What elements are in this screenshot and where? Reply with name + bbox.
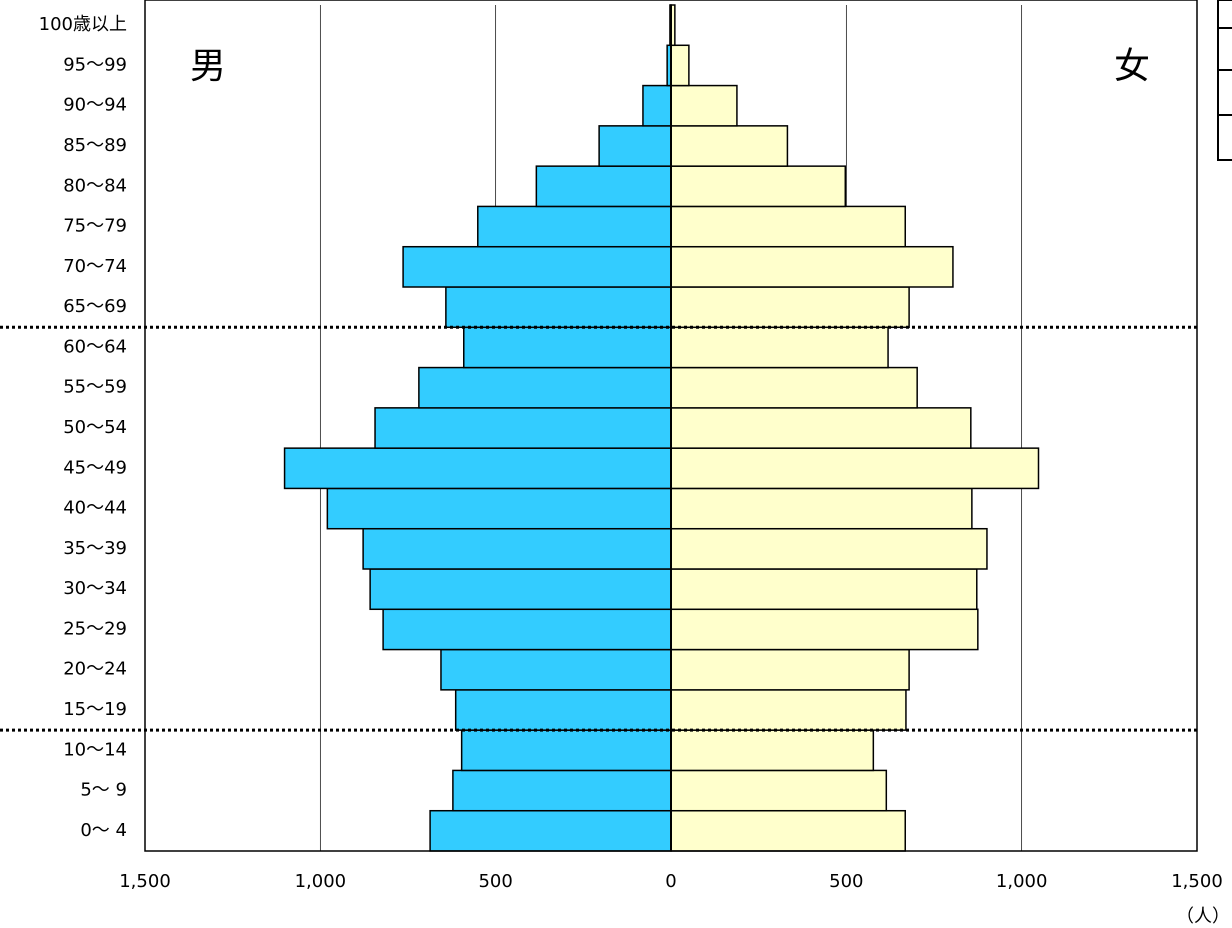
bar [463,326,672,369]
y-tick-label: 45〜49 [63,457,127,478]
y-tick-label: 5〜 9 [80,780,127,801]
x-tick-label: 1,000 [295,871,347,892]
plot-frame [144,0,1198,852]
y-tick-label: 35〜39 [63,538,127,559]
y-tick-label: 25〜29 [63,618,127,639]
bar [382,608,672,651]
bar [374,407,672,449]
y-tick-label: 95〜99 [63,54,127,75]
bar [670,125,789,167]
bar [670,527,988,570]
bar [670,44,690,87]
unit-label: （人） [1176,906,1230,927]
y-tick-label: 15〜19 [63,699,127,720]
x-tick-label: 1,500 [1171,871,1223,892]
bar [670,648,910,691]
y-tick-label: 65〜69 [63,296,127,317]
bar [670,447,1040,490]
bar [670,769,888,812]
bar [477,205,672,248]
bar [670,286,910,329]
bar [670,809,906,852]
bar [454,689,672,731]
y-tick-label: 55〜59 [63,377,127,398]
y-tick-label: 85〜89 [63,135,127,156]
bar [369,568,672,611]
bar [362,527,672,570]
x-tick-label: 500 [829,871,863,892]
bar [326,487,672,530]
y-tick-label: 40〜44 [63,498,127,519]
bar [418,366,672,409]
x-tick-label: 1,000 [996,871,1048,892]
bar [670,689,907,731]
y-tick-label: 90〜94 [63,95,127,116]
x-tick-label: 1,500 [119,871,171,892]
bar [283,447,672,490]
bar [670,366,918,409]
bar [460,729,672,772]
y-tick-label: 70〜74 [63,256,127,277]
y-tick-label: 100歳以上 [39,14,127,35]
bar [440,648,672,691]
bar [670,608,979,651]
y-tick-label: 30〜34 [63,578,127,599]
bar [670,84,738,127]
y-tick-label: 20〜24 [63,659,127,680]
right-label: 女 [1114,46,1150,87]
y-tick-label: 80〜84 [63,175,127,196]
bar [670,407,972,449]
bar [670,487,973,530]
x-tick-label: 0 [665,871,676,892]
bar [670,245,954,288]
bar [670,729,875,772]
cropped-table [1217,0,1232,161]
y-tick-label: 10〜14 [63,739,127,760]
bar [642,84,672,127]
bar [670,326,889,369]
bar [670,205,906,248]
bar [670,165,847,208]
bar [598,125,672,167]
y-tick-label: 0〜 4 [80,820,127,841]
x-tick-label: 500 [478,871,512,892]
left-label: 男 [190,46,226,87]
bar [402,245,672,288]
bar [670,568,978,611]
bar [452,769,672,812]
y-tick-label: 75〜79 [63,216,127,237]
bar [445,286,672,329]
bar [535,165,672,208]
y-tick-label: 50〜54 [63,417,127,438]
bar [429,809,672,852]
y-tick-label: 60〜64 [63,336,127,357]
